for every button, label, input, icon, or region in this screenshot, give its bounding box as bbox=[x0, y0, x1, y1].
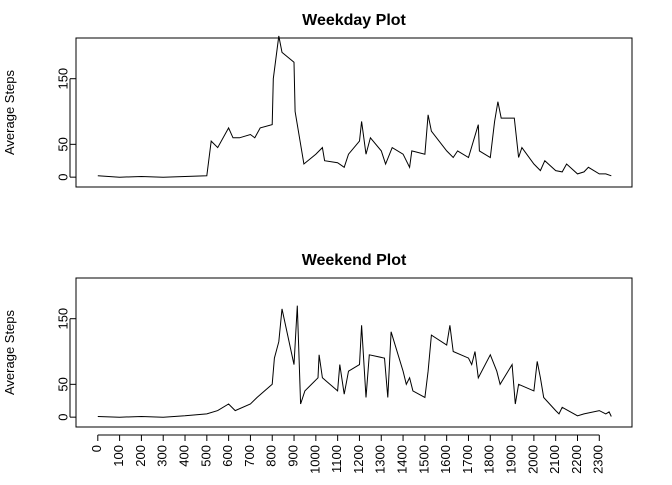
x-tick-label: 1100 bbox=[329, 445, 344, 473]
x-tick-label: 2100 bbox=[547, 445, 562, 474]
x-tick-label: 900 bbox=[285, 445, 300, 467]
y-tick-label: 150 bbox=[55, 68, 70, 90]
y-tick-label: 50 bbox=[55, 137, 70, 151]
x-tick-label: 100 bbox=[111, 445, 126, 467]
y-axis-label: Average Steps bbox=[2, 309, 17, 395]
plot-box bbox=[75, 37, 633, 188]
y-axis-label: Average Steps bbox=[2, 69, 17, 155]
y-tick-label: 150 bbox=[55, 308, 70, 330]
chart-title: Weekend Plot bbox=[302, 252, 407, 269]
x-tick-label: 1800 bbox=[482, 445, 497, 474]
x-tick-label: 800 bbox=[264, 445, 279, 467]
x-tick-label: 700 bbox=[242, 445, 257, 467]
chart-title: Weekday Plot bbox=[302, 12, 406, 29]
plot-box bbox=[75, 277, 633, 428]
x-tick-label: 1400 bbox=[394, 445, 409, 474]
x-tick-label: 1200 bbox=[351, 445, 366, 474]
x-tick-label: 200 bbox=[133, 445, 148, 467]
x-tick-label: 1300 bbox=[373, 445, 388, 474]
x-tick-label: 1500 bbox=[416, 445, 431, 474]
x-tick-label: 400 bbox=[176, 445, 191, 467]
x-tick-label: 2300 bbox=[591, 445, 606, 474]
y-tick-label: 50 bbox=[55, 377, 70, 391]
data-line bbox=[97, 35, 612, 178]
x-tick-label: 600 bbox=[220, 445, 235, 467]
y-tick-label: 0 bbox=[55, 174, 70, 181]
x-tick-label: 1600 bbox=[438, 445, 453, 474]
x-tick-label: 1700 bbox=[460, 445, 475, 474]
x-tick-label: 0 bbox=[89, 445, 104, 452]
x-tick-label: 500 bbox=[198, 445, 213, 467]
x-tick-label: 2200 bbox=[569, 445, 584, 474]
x-tick-label: 300 bbox=[155, 445, 170, 467]
x-tick-label: 1000 bbox=[307, 445, 322, 474]
data-line bbox=[97, 305, 612, 418]
x-tick-label: 1900 bbox=[504, 445, 519, 474]
y-tick-label: 0 bbox=[55, 414, 70, 421]
x-tick-label: 2000 bbox=[525, 445, 540, 474]
